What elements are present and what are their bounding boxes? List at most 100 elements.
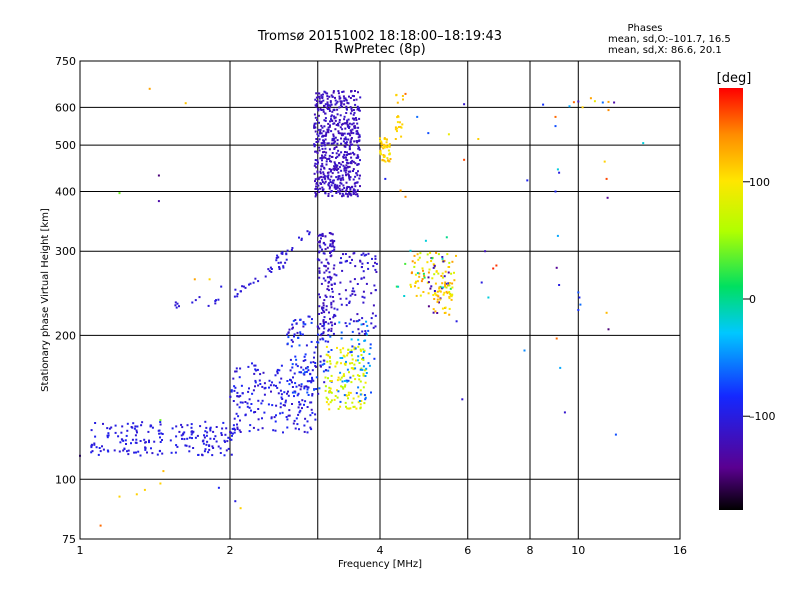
data-point bbox=[146, 451, 148, 454]
data-point bbox=[613, 101, 616, 104]
data-point bbox=[319, 240, 321, 243]
data-point bbox=[319, 182, 322, 185]
data-point bbox=[306, 366, 309, 369]
data-point bbox=[349, 106, 352, 109]
data-point bbox=[252, 281, 255, 284]
data-point bbox=[356, 163, 359, 166]
data-point bbox=[295, 358, 298, 361]
data-point bbox=[329, 387, 332, 390]
data-point bbox=[343, 99, 346, 102]
data-point bbox=[238, 395, 241, 398]
data-point bbox=[234, 386, 237, 389]
data-point bbox=[348, 95, 350, 98]
data-point bbox=[322, 108, 325, 111]
y-tick-label: 600 bbox=[55, 101, 76, 114]
data-point bbox=[324, 235, 327, 238]
data-point bbox=[114, 431, 117, 434]
data-point bbox=[191, 437, 193, 440]
stats-title: Phases bbox=[627, 23, 662, 34]
data-point bbox=[264, 275, 267, 278]
data-point bbox=[318, 100, 321, 103]
data-point bbox=[329, 255, 332, 258]
data-point bbox=[350, 381, 353, 384]
data-point bbox=[327, 184, 330, 187]
data-point bbox=[324, 243, 327, 246]
data-point bbox=[339, 357, 342, 359]
data-point bbox=[262, 371, 265, 374]
data-point bbox=[383, 145, 386, 147]
data-point bbox=[252, 426, 255, 429]
data-point bbox=[330, 306, 333, 309]
data-point bbox=[321, 186, 324, 189]
data-point bbox=[327, 289, 330, 292]
data-point bbox=[132, 422, 135, 425]
data-point bbox=[318, 244, 321, 247]
data-point bbox=[360, 277, 363, 280]
data-point bbox=[357, 133, 360, 136]
data-point bbox=[330, 276, 333, 279]
data-point bbox=[397, 115, 399, 118]
data-point bbox=[336, 379, 339, 382]
data-point bbox=[334, 128, 337, 131]
data-point bbox=[277, 256, 280, 259]
data-point bbox=[415, 280, 417, 283]
data-point bbox=[427, 132, 430, 135]
data-point bbox=[215, 440, 218, 443]
data-point bbox=[244, 286, 247, 289]
data-point bbox=[357, 91, 359, 94]
data-point bbox=[349, 162, 352, 164]
data-point bbox=[137, 450, 140, 453]
data-point bbox=[321, 178, 324, 181]
data-point bbox=[159, 436, 161, 439]
data-point bbox=[353, 278, 356, 281]
data-point bbox=[345, 105, 348, 108]
data-point bbox=[357, 320, 360, 323]
data-point bbox=[323, 141, 326, 144]
data-point bbox=[358, 332, 361, 335]
data-point bbox=[313, 125, 316, 128]
data-point bbox=[233, 295, 236, 298]
data-point bbox=[355, 181, 358, 184]
data-point bbox=[330, 184, 333, 187]
data-point bbox=[433, 273, 436, 276]
data-point bbox=[304, 400, 307, 403]
data-point bbox=[589, 97, 592, 100]
data-point bbox=[323, 176, 326, 178]
data-point bbox=[320, 332, 323, 335]
data-point bbox=[314, 195, 317, 198]
data-point bbox=[359, 393, 362, 396]
data-point bbox=[345, 405, 347, 408]
data-point bbox=[323, 311, 326, 314]
data-point bbox=[342, 194, 345, 197]
data-point bbox=[233, 385, 236, 388]
data-point bbox=[328, 366, 331, 369]
data-point bbox=[285, 258, 288, 261]
data-point bbox=[443, 275, 446, 278]
data-point bbox=[328, 311, 330, 314]
data-point bbox=[320, 100, 323, 103]
data-point bbox=[267, 268, 270, 271]
data-point bbox=[331, 233, 334, 236]
data-point bbox=[324, 154, 327, 157]
data-point bbox=[252, 389, 255, 392]
data-point bbox=[394, 126, 397, 129]
data-point bbox=[254, 381, 257, 384]
data-point bbox=[313, 172, 316, 175]
data-point bbox=[324, 156, 327, 159]
data-point bbox=[398, 121, 401, 124]
data-point bbox=[331, 137, 334, 140]
data-point bbox=[135, 451, 137, 454]
data-point bbox=[190, 433, 193, 436]
data-point bbox=[321, 154, 324, 157]
data-point bbox=[354, 347, 357, 350]
data-point bbox=[323, 362, 326, 365]
data-point bbox=[348, 145, 351, 148]
data-point bbox=[277, 261, 280, 264]
data-point bbox=[327, 350, 330, 353]
data-point bbox=[347, 124, 350, 127]
data-point bbox=[358, 117, 361, 120]
data-point bbox=[354, 193, 357, 196]
data-point bbox=[347, 102, 350, 105]
data-point bbox=[118, 450, 121, 453]
